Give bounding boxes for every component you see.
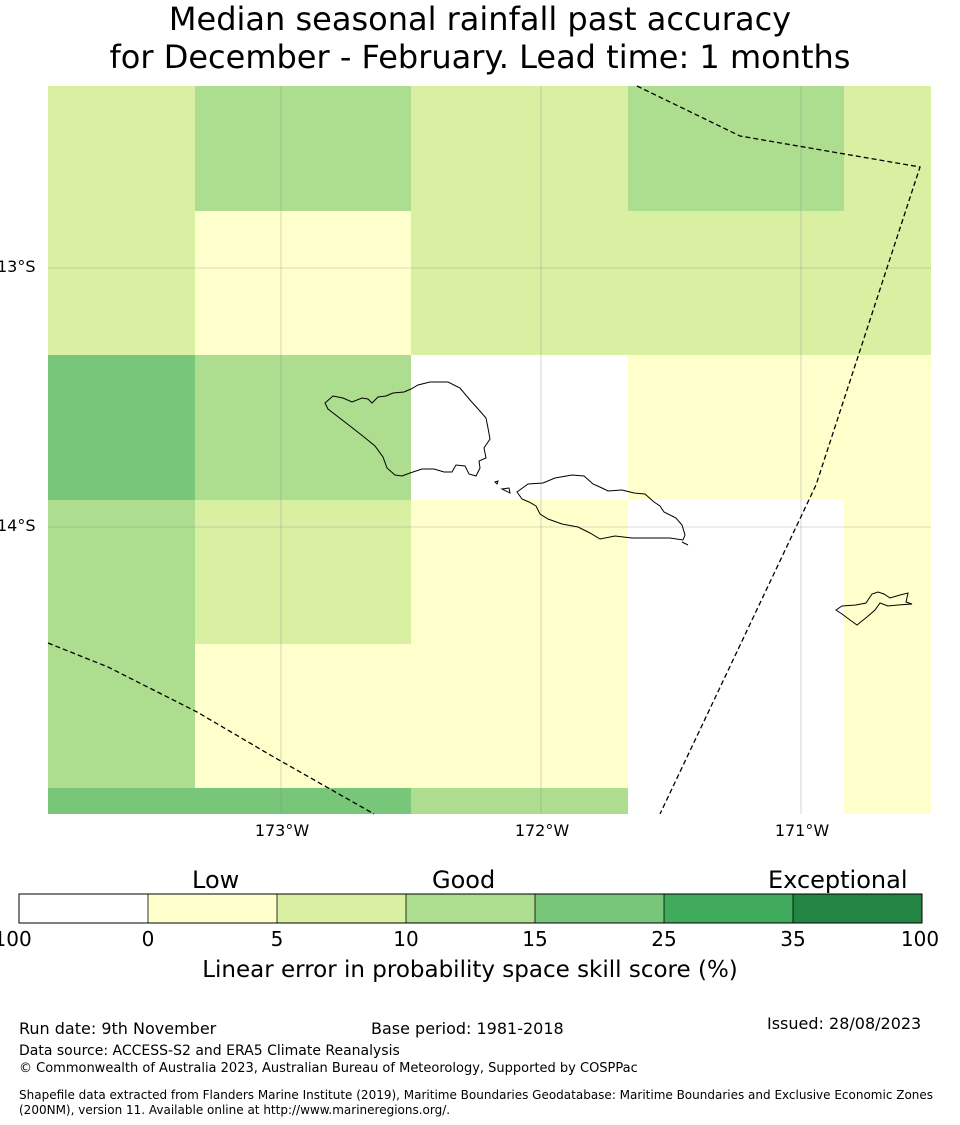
legend-category-good: Good	[432, 866, 496, 894]
islet-outline	[494, 480, 499, 485]
islet-outline	[681, 541, 689, 546]
lat-label-13s: 13°S	[0, 257, 36, 276]
colorbar-segment	[19, 894, 148, 923]
colorbar-segment	[148, 894, 277, 923]
colorbar-segment	[277, 894, 406, 923]
grid-cell	[844, 644, 931, 788]
lon-label-173w: 173°W	[254, 821, 310, 840]
graticule	[48, 86, 931, 814]
colorbar-segment	[535, 894, 664, 923]
grid-cell	[628, 500, 844, 644]
colorbar-tick: 25	[651, 927, 677, 951]
upolu-island-outline	[516, 474, 686, 541]
colorbar-segment	[406, 894, 535, 923]
colorbar-tick: 35	[780, 927, 806, 951]
colorbar	[18, 893, 923, 924]
shapefile-credit-line1: Shapefile data extracted from Flanders M…	[19, 1088, 934, 1102]
grid-cell	[48, 644, 195, 788]
grid-cell	[195, 211, 411, 355]
colorbar-tick: 0	[141, 927, 155, 951]
grid-cell	[48, 500, 195, 644]
grid-cell	[411, 211, 931, 355]
colorbar-segment	[793, 894, 922, 923]
grid-cell	[195, 86, 411, 211]
grid-cell	[628, 355, 931, 500]
run-date: Run date: 9th November	[19, 1019, 217, 1038]
grid-cell	[844, 788, 931, 814]
grid-cell	[628, 788, 844, 814]
eez-boundaries	[47, 85, 921, 815]
grid-cell	[48, 211, 195, 355]
grid-cell	[411, 788, 628, 814]
grid-cell	[411, 500, 628, 644]
grid-cell	[411, 355, 628, 500]
lon-label-172w: 172°W	[514, 821, 570, 840]
chart-title-line1: Median seasonal rainfall past accuracy	[168, 0, 792, 38]
issued-date: Issued: 28/08/2023	[767, 1014, 922, 1033]
tutuila-island-outline	[835, 591, 913, 626]
lat-label-14s: 14°S	[0, 516, 36, 535]
grid-cell	[195, 355, 411, 500]
colorbar-segment	[664, 894, 793, 923]
colorbar-tick: 100	[900, 927, 940, 951]
data-source: Data source: ACCESS-S2 and ERA5 Climate …	[19, 1043, 400, 1059]
grid-cell	[628, 86, 844, 211]
chart-title-line2: for December - February. Lead time: 1 mo…	[109, 38, 851, 76]
shapefile-credit-line2: (200NM), version 11. Available online at…	[19, 1103, 451, 1117]
colorbar-tick: 5	[270, 927, 284, 951]
lon-label-171w: 171°W	[774, 821, 830, 840]
eez-boundary-line	[636, 85, 921, 815]
grid-cell	[844, 86, 931, 211]
grid-cell	[195, 644, 628, 788]
skill-grid	[48, 86, 931, 814]
copyright: © Commonwealth of Australia 2023, Austra…	[19, 1061, 638, 1076]
grid-cell	[628, 644, 844, 788]
colorbar-tick: 15	[522, 927, 548, 951]
savaii-island-outline	[324, 381, 491, 477]
colorbar-axis-label: Linear error in probability space skill …	[202, 957, 738, 983]
grid-cell	[48, 86, 195, 211]
grid-cell	[195, 500, 411, 644]
coastlines	[324, 381, 913, 626]
grid-cell	[48, 788, 411, 814]
eez-boundary-line	[47, 642, 375, 815]
colorbar-tick: 10	[393, 927, 419, 951]
skill-map	[47, 85, 931, 815]
grid-cell	[48, 355, 195, 500]
base-period: Base period: 1981-2018	[371, 1019, 564, 1038]
islet-outline	[500, 487, 511, 494]
colorbar-tick: -100	[0, 927, 32, 951]
legend-category-low: Low	[192, 866, 240, 894]
grid-cell	[844, 500, 931, 644]
grid-cell	[411, 86, 628, 211]
legend-category-exceptional: Exceptional	[768, 866, 908, 894]
